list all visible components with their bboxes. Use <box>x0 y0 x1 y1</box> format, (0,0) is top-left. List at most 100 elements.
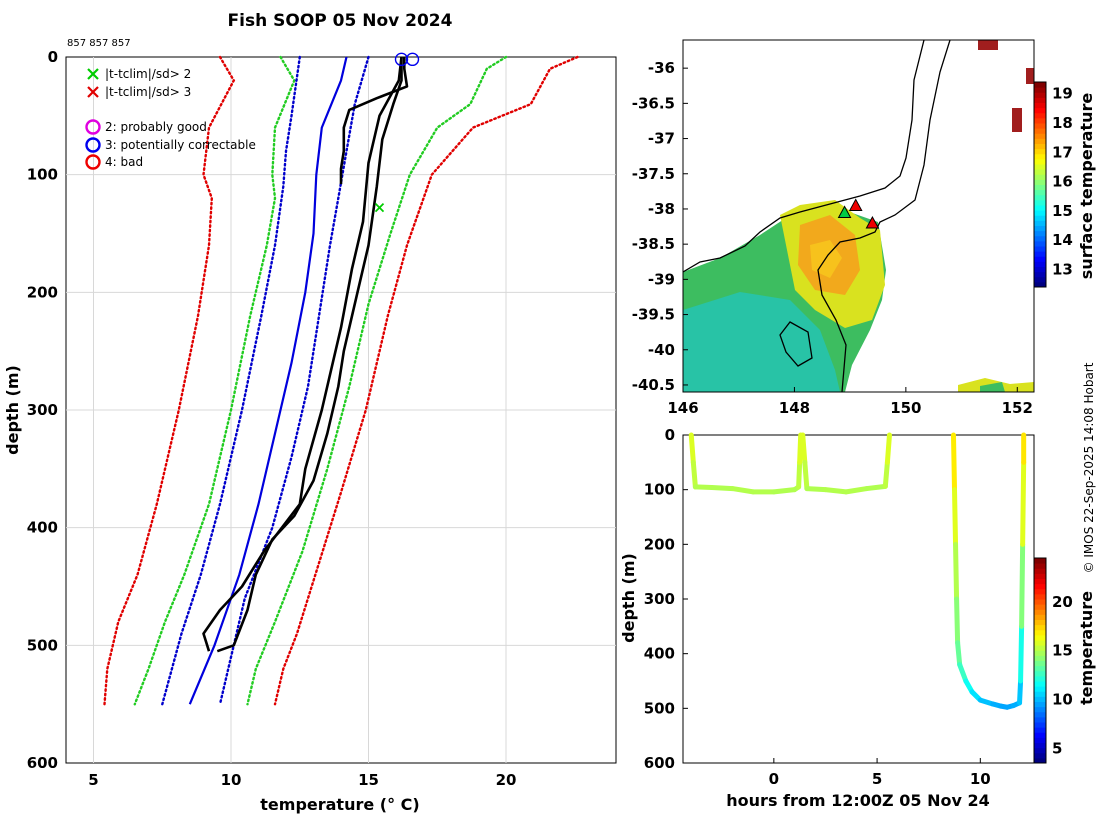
legend-marker-x <box>87 68 99 80</box>
temperature-colorbar-segment <box>1034 558 1046 564</box>
legend-marker-circle <box>85 154 101 170</box>
depth-time-segment <box>690 459 698 490</box>
temperature-colorbar-segment <box>1034 624 1046 631</box>
figure-title: Fish SOOP 05 Nov 2024 <box>228 11 453 31</box>
dt-x-tick-label: 5 <box>872 770 882 788</box>
map-marker-triangle <box>865 215 880 229</box>
sst-colorbar-segment <box>1034 92 1046 98</box>
climatology-line <box>273 55 579 706</box>
y-tick-label: 200 <box>27 283 58 301</box>
dt-x-tick-label: 0 <box>769 770 779 788</box>
profile-legend: |t-tclim|/sd> 2 |t-tclim|/sd> 3 2: probabl… <box>85 67 256 170</box>
sst-colorbar-tick-label: 17 <box>1052 143 1073 161</box>
dt-y-tick-label: 100 <box>644 481 675 499</box>
temperature-colorbar-tick-label: 20 <box>1052 593 1073 611</box>
sst-map-plot: 146 148 150 152 -36 -36.5 -37 -37.5 -38 -38.5 -39 -… <box>632 39 1096 417</box>
sst-colorbar-segment <box>1034 199 1046 206</box>
depth-time-segment <box>771 487 797 495</box>
profile-ylabel: depth (m) <box>3 365 22 455</box>
sst-map-area <box>683 40 1034 392</box>
climatology-line <box>246 55 508 706</box>
temperature-colorbar-segment <box>1034 640 1046 646</box>
temperature-colorbar-segment <box>1034 665 1046 672</box>
temperature-colorbar-segment <box>1034 670 1046 677</box>
sst-colorbar-segment <box>1034 169 1046 175</box>
sst-colorbar-segment <box>1034 133 1046 139</box>
temperature-colorbar-segment <box>1034 634 1046 641</box>
temperature-colorbar: 5 10 15 20 <box>1033 557 1073 764</box>
sst-colorbar-segment <box>1034 246 1046 252</box>
temperature-profiles <box>202 56 409 653</box>
y-tick-label: 600 <box>27 754 58 772</box>
sst-colorbar-segment <box>1034 128 1046 134</box>
depth-time-frame <box>682 434 1035 764</box>
climatology-line <box>133 55 296 706</box>
sst-map-markers <box>837 198 880 229</box>
temperature-colorbar-segment <box>1034 578 1046 585</box>
temperature-colorbar-segment <box>1034 609 1046 615</box>
legend-marker-circle <box>85 119 101 135</box>
temperature-colorbar-segment <box>1034 686 1046 692</box>
temperature-colorbar-segment <box>1034 752 1046 759</box>
temperature-profile-line <box>339 57 409 185</box>
map-x-tick-label: 152 <box>1002 399 1033 417</box>
depth-time-segment <box>796 459 803 490</box>
temperature-colorbar-segment <box>1034 563 1046 569</box>
sst-colorbar-segment <box>1034 215 1046 221</box>
sst-colorbar-segment <box>1034 117 1046 124</box>
sst-colorbar-segment <box>1034 123 1046 129</box>
temperature-colorbar-segment <box>1034 675 1046 682</box>
temperature-colorbar-segment <box>1034 593 1046 600</box>
sst-colorbar-segment <box>1034 230 1046 237</box>
temperature-colorbar-segment <box>1034 706 1046 713</box>
sst-colorbar-segment <box>1034 179 1046 185</box>
depth-time-segment <box>800 432 808 465</box>
sst-colorbar-segment <box>1034 82 1046 88</box>
sst-colorbar-segment <box>1034 256 1046 262</box>
temperature-colorbar-segment <box>1034 588 1046 595</box>
temperature-colorbar-segment <box>1034 681 1046 687</box>
depth-time-segment <box>1017 678 1024 706</box>
y-tick-label: 0 <box>48 48 58 66</box>
sst-colorbar-segment <box>1034 220 1046 226</box>
depth-time-segment <box>882 459 890 489</box>
sst-colorbar-tick-label: 14 <box>1052 231 1073 249</box>
depth-time-segment <box>822 487 849 495</box>
sst-colorbar-segment <box>1034 271 1046 278</box>
sst-colorbar-segment <box>1034 240 1046 247</box>
x-tick-label: 15 <box>358 771 379 789</box>
temperature-colorbar-segment <box>1034 742 1046 749</box>
sst-colorbar-segment <box>1034 148 1046 155</box>
depth-time-segment <box>688 432 696 465</box>
temperature-profile-line <box>216 57 403 653</box>
map-marker-triangle <box>848 198 863 211</box>
map-y-tick-label: -36.5 <box>632 94 675 112</box>
temperature-colorbar-segment <box>1034 650 1046 656</box>
temperature-colorbar-segment <box>1034 660 1046 667</box>
sst-colorbar-segment <box>1034 138 1046 144</box>
sst-colorbar-segment <box>1034 235 1046 242</box>
temperature-colorbar-segment <box>1034 619 1046 626</box>
map-y-tick-label: -40.5 <box>632 376 675 394</box>
temperature-colorbar-segment <box>1034 716 1046 723</box>
dt-y-tick-label: 0 <box>665 426 675 444</box>
depth-time-xlabel: hours from 12:00Z 05 Nov 24 <box>726 791 989 810</box>
coastline <box>683 40 951 392</box>
temperature-colorbar-segment <box>1034 711 1046 718</box>
x-tick-label: 10 <box>221 771 242 789</box>
legend-label: 3: potentially correctable <box>105 138 256 152</box>
temperature-colorbar-segment <box>1034 701 1046 708</box>
depth-time-segment <box>953 541 960 602</box>
depth-time-segment <box>864 483 888 492</box>
depth-time-segment <box>884 432 892 465</box>
depth-time-tracks <box>688 432 1027 710</box>
depth-time-segment <box>1020 459 1027 547</box>
depth-time-segment <box>1019 541 1026 629</box>
climatology-line <box>188 56 348 705</box>
credit-text: © IMOS 22-Sep-2025 14:08 Hobart <box>1082 362 1096 573</box>
y-tick-label: 400 <box>27 519 58 537</box>
sst-colorbar-tick-label: 18 <box>1052 114 1073 132</box>
sst-colorbar-segment <box>1034 112 1046 119</box>
depth-time-segment <box>802 459 810 492</box>
sst-colorbar-segment <box>1034 276 1046 283</box>
